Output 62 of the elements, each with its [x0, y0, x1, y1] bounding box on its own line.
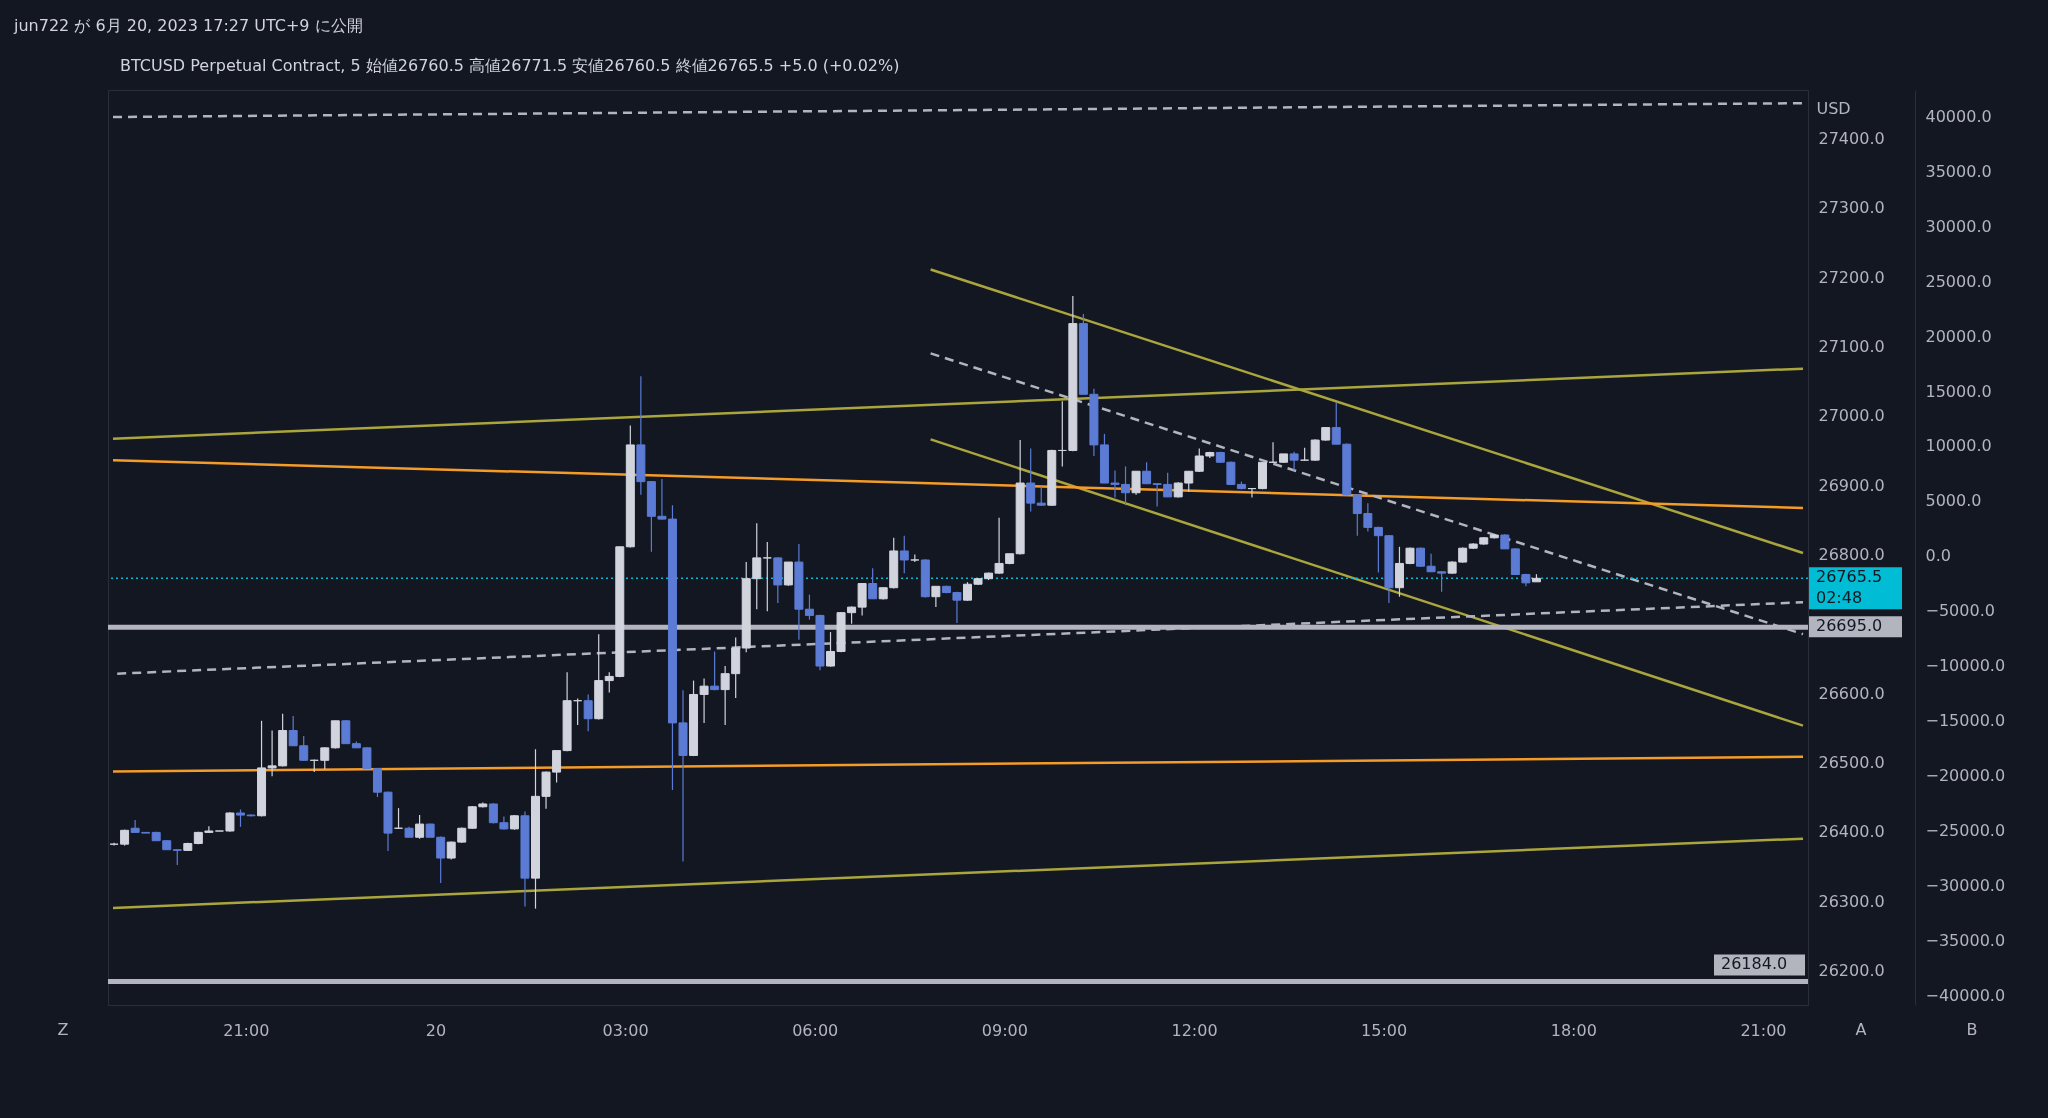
text: B	[1966, 1020, 1978, 1039]
ref-line-label: 26184.0	[1721, 954, 1788, 974]
y-tick-label: 26400.0	[1818, 822, 1885, 842]
candlestick	[415, 814, 425, 840]
y-tick-label: 26300.0	[1818, 891, 1885, 911]
candlestick	[1026, 447, 1036, 513]
candlestick	[225, 811, 235, 833]
candlestick	[762, 541, 772, 612]
y-axis-title: USD	[1816, 98, 1851, 118]
candlestick	[710, 650, 720, 691]
y2-tick-label: 35000.0	[1925, 161, 1992, 181]
y2-tick-label: −10000.0	[1925, 656, 2006, 676]
candlestick	[341, 719, 351, 745]
ref-line-label: 26765.5 02:48	[1816, 567, 1883, 608]
candlestick	[1131, 470, 1141, 496]
x-tick-label: 15:00	[1361, 1020, 1408, 1040]
text: A	[1855, 1020, 1867, 1039]
y2-tick-label: 25000.0	[1925, 271, 1992, 291]
y2-tick-label: −40000.0	[1925, 985, 2006, 1005]
y-tick-label: 27300.0	[1818, 198, 1885, 218]
y2-tick-label: −5000.0	[1925, 601, 1995, 621]
y-tick-label: 27100.0	[1818, 336, 1885, 356]
x-tick-label: 03:00	[602, 1020, 649, 1040]
y2-tick-label: 40000.0	[1925, 106, 1992, 126]
y-tick-label: 26900.0	[1818, 475, 1885, 495]
x-tick-label: 09:00	[981, 1020, 1028, 1040]
y2-tick-label: 0.0	[1925, 546, 1951, 566]
candlestick	[931, 585, 941, 608]
y-tick-label: 26500.0	[1818, 752, 1885, 772]
candlestick	[1036, 485, 1046, 507]
y2-tick-label: 30000.0	[1925, 216, 1992, 236]
y2-tick-label: −25000.0	[1925, 821, 2006, 841]
x-tick-label: 18:00	[1550, 1020, 1597, 1040]
y-tick-label: 27200.0	[1818, 267, 1885, 287]
y2-tick-label: 15000.0	[1925, 381, 1992, 401]
candlestick	[583, 693, 593, 732]
x-tick-label: 12:00	[1171, 1020, 1218, 1040]
y-tick-label: 26600.0	[1818, 683, 1885, 703]
candlestick	[783, 561, 793, 587]
y2-tick-label: 10000.0	[1925, 436, 1992, 456]
candlestick	[899, 535, 909, 574]
x-tick-label: 21:00	[223, 1020, 270, 1040]
y2-tick-label: 5000.0	[1925, 491, 1982, 511]
candlestick	[320, 746, 330, 770]
text: jun722 が 6月 20, 2023 17:27 UTC+9 に公開	[13, 16, 363, 35]
y2-tick-label: 20000.0	[1925, 326, 1992, 346]
candlestick	[868, 567, 878, 600]
y-tick-label: 27400.0	[1818, 129, 1885, 149]
candlestick	[1289, 451, 1299, 472]
y-tick-label: 26200.0	[1818, 960, 1885, 980]
text: Z	[57, 1020, 69, 1039]
y2-tick-label: −35000.0	[1925, 930, 2006, 950]
x-tick-label: 06:00	[792, 1020, 839, 1040]
ref-line-label: 26695.0	[1816, 616, 1883, 636]
y2-tick-label: −30000.0	[1925, 876, 2006, 896]
y2-tick-label: −20000.0	[1925, 766, 2006, 786]
x-tick-label: 21:00	[1740, 1020, 1787, 1040]
y-tick-label: 27000.0	[1818, 406, 1885, 426]
chart-title: BTCUSD Perpetual Contract, 5 始値26760.5 高値26771.5 安値26760.5 終値26765.5 +5.0 (+0.02%)	[120, 56, 900, 75]
y2-tick-label: −15000.0	[1925, 711, 2006, 731]
y-tick-label: 26800.0	[1818, 544, 1885, 564]
x-tick-label: 20	[425, 1020, 447, 1040]
